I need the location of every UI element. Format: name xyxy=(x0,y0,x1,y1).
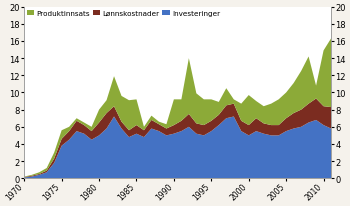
Legend: Produktinnsats, Lønnskostnader, Investeringer: Produktinnsats, Lønnskostnader, Invester… xyxy=(26,9,222,18)
